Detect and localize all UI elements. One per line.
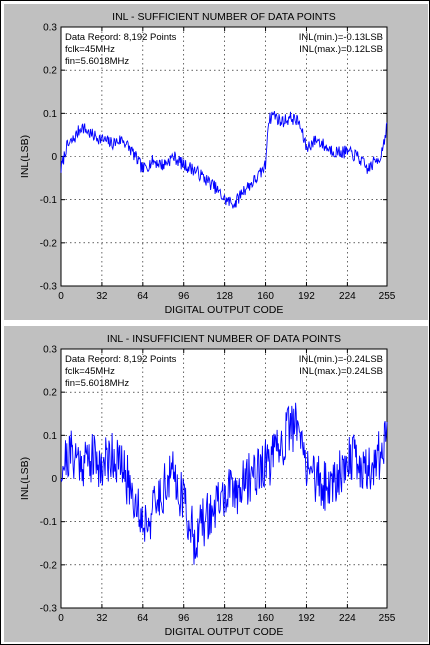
x-axis-label: DIGITAL OUTPUT CODE [165,626,284,638]
y-tick-label: 0 [51,152,57,163]
inl-series-line [60,402,388,565]
chart-title: INL - SUFFICIENT NUMBER OF DATA POINTS [112,11,336,23]
x-tick-label: 160 [257,613,274,624]
x-tick-label: 32 [96,291,108,302]
x-tick-label: 96 [178,613,190,624]
y-axis-label: INL(LSB) [19,135,31,178]
x-axis-label: DIGITAL OUTPUT CODE [165,304,284,316]
y-tick-label: 0.2 [43,66,57,77]
y-tick-label: 0.1 [43,109,57,120]
x-tick-label: 192 [298,613,315,624]
y-tick-label: -0.2 [40,238,58,249]
inl-chart-sufficient-panel: INL - SUFFICIENT NUMBER OF DATA POINTS 0 3… [4,4,428,320]
x-tick-label: 255 [379,291,396,302]
x-tick-label: 128 [216,291,233,302]
x-tick-label: 64 [137,291,149,302]
inl-chart-insufficient: INL - INSUFFICIENT NUMBER OF DATA POINTS… [19,333,396,638]
x-tick-label: 0 [58,291,64,302]
annotation-left-2: fclk=45MHz [65,44,115,55]
chart-title: INL - INSUFFICIENT NUMBER OF DATA POINTS [107,333,341,345]
x-tick-label: 96 [178,291,190,302]
annotation-right-2: INL(max.)=0.24LSB [299,366,383,377]
inl-chart-sufficient: INL - SUFFICIENT NUMBER OF DATA POINTS 0 3… [19,11,396,316]
y-tick-label: -0.3 [40,282,58,293]
x-tick-label: 128 [216,613,233,624]
x-tick-label: 224 [339,291,356,302]
y-tick-label: 0 [51,474,57,485]
x-tick-label: 160 [257,291,274,302]
y-tick-label: 0.3 [43,23,57,34]
x-tick-label: 255 [379,613,396,624]
y-tick-label: -0.2 [40,560,58,571]
y-tick-label: 0.1 [43,431,57,442]
y-tick-label: -0.1 [40,517,58,528]
y-tick-label: -0.1 [40,195,58,206]
annotation-left-3: fin=5.6018MHz [65,56,129,67]
annotation-left-1: Data Record: 8,192 Points [65,32,177,43]
annotation-left-1: Data Record: 8,192 Points [65,354,177,365]
x-tick-label: 64 [137,613,149,624]
y-tick-label: -0.3 [40,604,58,615]
inl-series-line [60,110,388,209]
y-tick-label: 0.3 [43,345,57,356]
y-tick-label: 0.2 [43,388,57,399]
y-axis-label: INL(LSB) [19,457,31,500]
x-tick-label: 0 [58,613,64,624]
annotation-right-1: INL(min.)=-0.13LSB [299,32,383,43]
x-tick-label: 224 [339,613,356,624]
annotation-right-2: INL(max.)=0.12LSB [299,44,383,55]
inl-chart-insufficient-panel: INL - INSUFFICIENT NUMBER OF DATA POINTS… [4,326,428,642]
annotation-left-2: fclk=45MHz [65,366,115,377]
annotation-right-1: INL(min.)=-0.24LSB [299,354,383,365]
x-tick-label: 32 [96,613,108,624]
annotation-left-3: fin=5.6018MHz [65,378,129,389]
x-tick-label: 192 [298,291,315,302]
